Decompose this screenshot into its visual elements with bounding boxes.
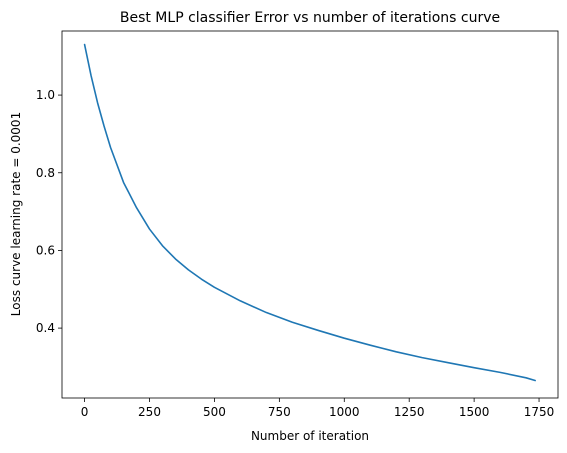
series-layer bbox=[83, 43, 536, 382]
chart-title: Best MLP classifier Error vs number of i… bbox=[120, 10, 500, 26]
x-tick-label: 250 bbox=[138, 405, 161, 419]
y-tick-label: 0.4 bbox=[36, 321, 55, 335]
x-axis-ticks: 0 250 500 750 1000 1250 1500 1750 bbox=[81, 398, 555, 419]
y-tick-label: 1.0 bbox=[36, 88, 55, 102]
y-tick-label: 0.6 bbox=[36, 243, 55, 257]
x-tick-label: 1000 bbox=[329, 405, 360, 419]
x-axis-label: Number of iteration bbox=[251, 429, 369, 443]
y-axis-ticks: 0.4 0.6 0.8 1.0 bbox=[36, 88, 62, 335]
x-tick-label: 1750 bbox=[524, 405, 555, 419]
series-line-0 bbox=[83, 43, 536, 382]
x-tick-label: 0 bbox=[81, 405, 89, 419]
x-tick-label: 750 bbox=[268, 405, 291, 419]
x-tick-label: 500 bbox=[203, 405, 226, 419]
y-tick-label: 0.8 bbox=[36, 166, 55, 180]
x-tick-label: 1250 bbox=[394, 405, 425, 419]
plot-area bbox=[62, 31, 558, 398]
x-tick-label: 1500 bbox=[459, 405, 490, 419]
y-axis-label: Loss curve learning rate = 0.0001 bbox=[9, 112, 23, 316]
plot-frame bbox=[61, 30, 559, 399]
